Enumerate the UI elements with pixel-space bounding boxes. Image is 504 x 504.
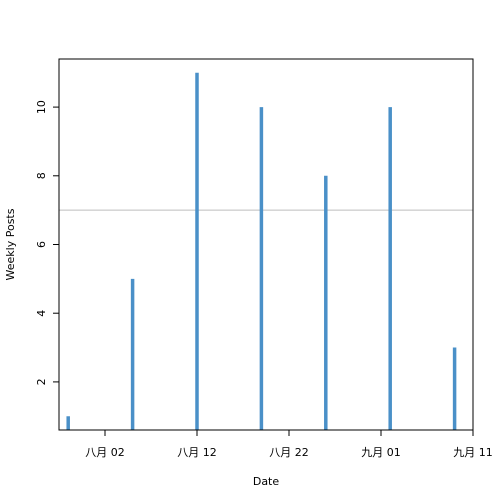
x-tick-label: 八月 22: [269, 446, 309, 459]
y-tick-label: 4: [35, 310, 48, 317]
x-axis-title: Date: [253, 475, 280, 488]
x-tick-label: 八月 02: [85, 446, 125, 459]
y-tick-label: 6: [35, 241, 48, 248]
y-axis-title: Weekly Posts: [4, 208, 17, 280]
y-tick-label: 2: [35, 378, 48, 385]
x-tick-label: 九月 01: [361, 446, 401, 459]
x-tick-label: 九月 11: [453, 446, 493, 459]
y-tick-label: 10: [35, 100, 48, 114]
y-tick-label: 8: [35, 172, 48, 179]
x-tick-label: 八月 12: [177, 446, 217, 459]
